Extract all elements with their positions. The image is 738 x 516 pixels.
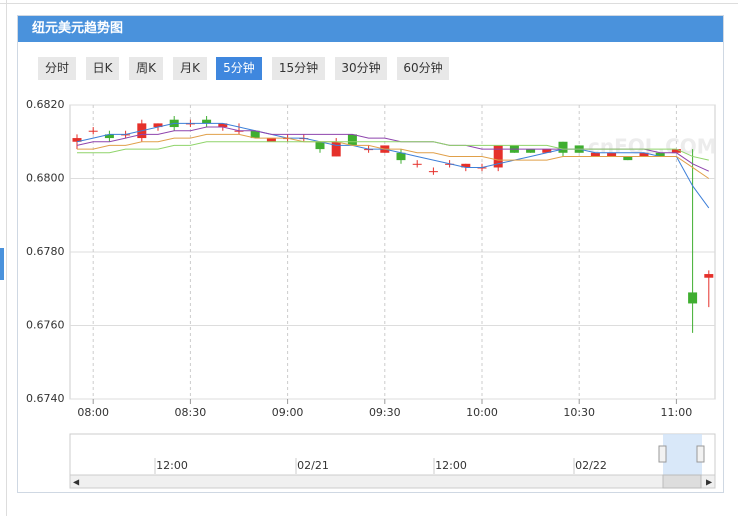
- panel: 纽元美元趋势图 分时 日K 周K 月K 5分钟 15分钟 30分钟 60分钟: [17, 15, 724, 493]
- candle-body: [266, 138, 276, 142]
- scrollbar: [69, 474, 716, 489]
- candle-body: [655, 152, 665, 157]
- period-tab[interactable]: 30分钟: [335, 57, 387, 80]
- x-tick-label: 08:30: [175, 406, 207, 419]
- candle-body: [671, 149, 681, 153]
- period-tab[interactable]: 60分钟: [397, 57, 449, 80]
- scroll-right[interactable]: ▶: [706, 478, 713, 487]
- scroll-left[interactable]: ◀: [73, 478, 80, 487]
- scrollbar-thumb[interactable]: [662, 474, 702, 489]
- period-tab[interactable]: 15分钟: [272, 57, 325, 80]
- y-tick-label: 0.6800: [26, 172, 65, 185]
- candle-body: [639, 152, 649, 157]
- candle-body: [72, 138, 82, 142]
- period-tab[interactable]: 日K: [86, 57, 119, 80]
- candle-body: [250, 130, 260, 139]
- navigator-handle[interactable]: [658, 445, 667, 463]
- candle-body: [607, 152, 617, 157]
- moving-average: [77, 133, 710, 179]
- x-tick-label: 08:00: [77, 406, 109, 419]
- candle-body: [396, 152, 406, 161]
- candle-body: [623, 156, 633, 161]
- navigator-label: 02/22: [575, 459, 607, 472]
- candle-body: [218, 123, 228, 128]
- candle-body: [104, 134, 114, 139]
- x-tick-label: 09:00: [272, 406, 304, 419]
- moving-average: [77, 141, 709, 161]
- candle-body: [153, 123, 163, 128]
- moving-average: [76, 122, 710, 209]
- candle-body: [412, 163, 422, 165]
- panel-title: 纽元美元趋势图: [18, 16, 723, 42]
- y-tick-label: 0.6780: [26, 245, 65, 258]
- navigator-label: 02/21: [297, 459, 329, 472]
- x-tick-label: 09:30: [369, 406, 401, 419]
- y-tick-label: 0.6820: [26, 98, 65, 111]
- candle-body: [558, 141, 568, 153]
- y-tick-label: 0.6760: [26, 319, 65, 332]
- period-tab[interactable]: 5分钟: [216, 57, 262, 80]
- period-tab[interactable]: 周K: [129, 57, 163, 80]
- candle-body: [493, 145, 503, 168]
- x-tick-label: 10:00: [466, 406, 498, 419]
- candle-body: [202, 119, 212, 124]
- candle-body: [526, 149, 536, 153]
- candle-body: [428, 171, 438, 173]
- candle-body: [590, 152, 600, 157]
- navigator-label: 12:00: [435, 459, 467, 472]
- y-tick-label: 0.6740: [26, 392, 65, 405]
- x-tick-label: 11:00: [661, 406, 693, 419]
- candle-body: [542, 149, 552, 153]
- candle-body: [88, 130, 98, 132]
- top-border: [0, 0, 738, 4]
- candle-body: [704, 274, 714, 278]
- navigator-selection[interactable]: [663, 434, 702, 475]
- candle-body: [461, 163, 471, 168]
- side-tab: [0, 248, 4, 280]
- side-border: [6, 0, 7, 516]
- navigator-label: 12:00: [156, 459, 188, 472]
- candle-body: [331, 141, 341, 157]
- period-tab[interactable]: 月K: [173, 57, 207, 80]
- period-tab[interactable]: 分时: [38, 57, 76, 80]
- x-tick-label: 10:30: [563, 406, 595, 419]
- candle-body: [688, 292, 698, 304]
- navigator-handle[interactable]: [696, 445, 705, 463]
- candle-body: [315, 141, 325, 150]
- candle-body: [347, 134, 357, 146]
